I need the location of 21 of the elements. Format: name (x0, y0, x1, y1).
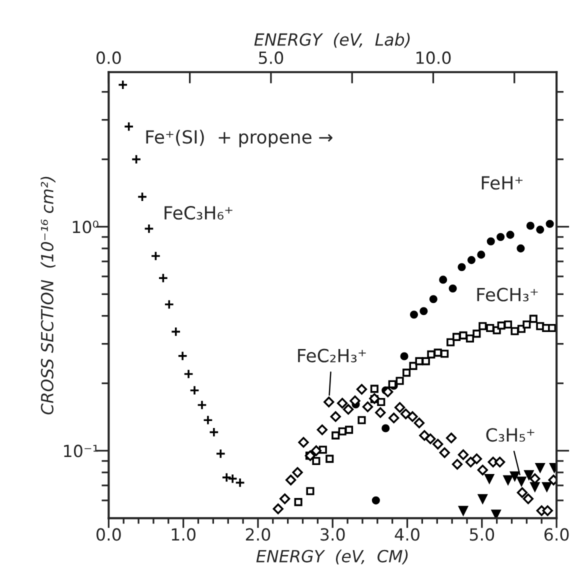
x-axis-title: ENERGY (eV, CM) (256, 550, 408, 564)
series-label: C₃H₅⁺ (486, 428, 534, 442)
x-tick-label: 0.0 (96, 528, 121, 541)
x-tick-label: 6.0 (544, 528, 569, 541)
x-tick-label: 2.0 (246, 528, 270, 541)
series-label: FeH⁺ (482, 176, 523, 190)
x-tick-label: 4.0 (394, 528, 420, 541)
y-tick-label: 10⁰ (72, 220, 98, 234)
x-tick-label: 1.0 (172, 528, 196, 541)
y-tick-label: 10⁻¹ (64, 444, 98, 458)
x2-tick-label: 10.0 (416, 51, 451, 64)
x2-tick-label: 5.0 (258, 51, 284, 64)
x2-tick-label: 0.0 (96, 51, 121, 64)
x-tick-label: 5.0 (470, 528, 494, 541)
x-tick-label: 3.0 (320, 528, 345, 541)
series-label: FeC₂H₃⁺ (298, 348, 366, 362)
series-label: FeC₃H₆⁺ (164, 206, 232, 220)
annotation: Fe⁺(SI) + propene → (146, 130, 332, 148)
y-axis-title: CROSS SECTION (10⁻¹⁶ cm²) (40, 176, 56, 414)
x2-axis-title: ENERGY (eV, Lab) (254, 32, 410, 48)
series-label: FeCH₃⁺ (477, 288, 538, 302)
